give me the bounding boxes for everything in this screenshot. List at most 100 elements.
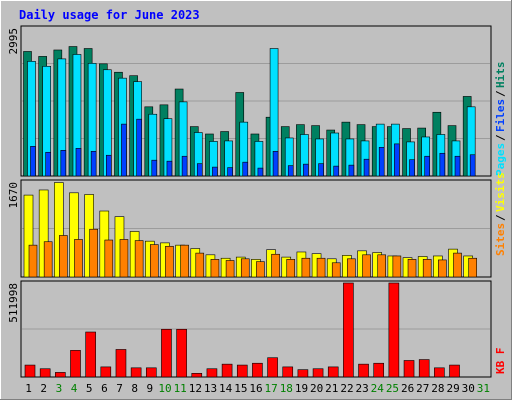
bar-sites-day-21	[331, 262, 341, 278]
bar-pages-day-16	[257, 167, 264, 177]
bar-pages-day-18	[287, 165, 294, 177]
bar-pages-day-20	[318, 163, 324, 177]
bar-kbytes-day-8	[130, 367, 142, 378]
x-tick-label-day-29: 29	[446, 382, 459, 395]
bar-sites-day-6	[104, 239, 114, 278]
legend-visits: Visits	[494, 172, 507, 212]
bar-sites-day-23	[362, 254, 371, 278]
bar-kbytes-day-20	[312, 368, 324, 378]
bar-visits-day-3	[54, 182, 64, 278]
bar-sites-day-1	[28, 244, 38, 278]
x-tick-label-day-15: 15	[234, 382, 247, 395]
bar-sites-day-9	[149, 244, 159, 278]
bar-pages-day-5	[90, 150, 97, 177]
bar-sites-day-14	[225, 260, 235, 278]
bar-visits-day-2	[38, 189, 49, 278]
x-tick-label-day-11: 11	[174, 382, 187, 395]
bar-kbytes-day-4	[70, 350, 81, 378]
bar-sites-day-4	[74, 239, 83, 278]
bar-kbytes-day-24	[373, 362, 385, 378]
bar-kbytes-day-2	[39, 368, 51, 378]
y-max-label-panel-1: 2995	[7, 28, 20, 55]
bar-sites-day-19	[301, 257, 311, 278]
bar-pages-day-11	[181, 155, 188, 177]
bar-pages-day-2	[45, 151, 51, 177]
x-tick-label-day-28: 28	[431, 382, 444, 395]
x-tick-label-day-13: 13	[204, 382, 217, 395]
bar-pages-day-7	[121, 123, 127, 177]
bar-pages-day-4	[75, 148, 82, 177]
bar-sites-day-10	[165, 245, 174, 278]
bar-sites-day-20	[316, 257, 326, 278]
bar-sites-day-3	[59, 235, 68, 278]
y-max-label-panel-2: 1670	[7, 182, 20, 209]
bar-pages-day-19	[303, 163, 309, 177]
bar-sites-day-5	[89, 228, 98, 278]
bar-kbytes-day-19	[297, 369, 309, 378]
bar-pages-day-17	[272, 150, 279, 177]
x-tick-label-day-2: 2	[40, 382, 47, 395]
bar-sites-day-18	[286, 259, 296, 278]
bar-visits-day-1	[23, 194, 34, 278]
bar-kbytes-day-16	[252, 362, 263, 378]
chart-title: Daily usage for June 2023	[19, 8, 200, 22]
bar-pages-day-29	[454, 155, 461, 177]
x-tick-label-day-23: 23	[356, 382, 369, 395]
bar-kbytes-day-5	[85, 331, 96, 378]
bar-pages-day-3	[60, 150, 67, 177]
bar-pages-day-26	[409, 159, 415, 177]
x-tick-label-day-17: 17	[265, 382, 278, 395]
legend-pages: Pages	[494, 143, 507, 176]
bar-sites-day-13	[210, 259, 220, 278]
bar-sites-day-29	[453, 252, 462, 278]
bar-sites-day-7	[119, 239, 129, 278]
bar-pages-day-12	[196, 163, 203, 177]
bar-sites-day-27	[422, 259, 432, 278]
bar-pages-day-8	[136, 118, 142, 177]
bar-kbytes-day-23	[358, 363, 369, 378]
bar-kbytes-day-15	[236, 364, 248, 378]
bar-kbytes-day-26	[403, 360, 415, 378]
bar-sites-day-24	[377, 254, 387, 278]
x-tick-label-day-22: 22	[340, 382, 353, 395]
bar-pages-day-24	[378, 147, 385, 177]
bar-sites-day-16	[256, 261, 265, 278]
x-tick-label-day-21: 21	[325, 382, 338, 395]
bar-sites-day-17	[271, 253, 280, 278]
bar-sites-day-25	[392, 255, 402, 278]
bar-pages-day-6	[106, 154, 112, 177]
bar-kbytes-day-7	[115, 349, 127, 378]
bar-pages-day-22	[348, 164, 355, 177]
legend-sites: Sites	[494, 223, 507, 256]
bar-kbytes-day-11	[176, 328, 187, 378]
bar-pages-day-30	[469, 154, 476, 177]
legend-separator: /	[494, 90, 507, 97]
bar-pages-day-1	[30, 146, 36, 177]
x-tick-label-day-31: 31	[477, 382, 490, 395]
x-tick-label-day-25: 25	[386, 382, 399, 395]
bar-pages-day-27	[424, 155, 430, 177]
bar-kbytes-day-3	[55, 372, 66, 378]
x-tick-label-day-19: 19	[295, 382, 308, 395]
bar-sites-day-22	[347, 258, 356, 278]
x-tick-label-day-5: 5	[86, 382, 93, 395]
bar-kbytes-day-18	[282, 366, 294, 378]
x-tick-label-day-20: 20	[310, 382, 323, 395]
x-tick-label-day-3: 3	[56, 382, 63, 395]
x-tick-label-day-30: 30	[462, 382, 475, 395]
bar-kbytes-day-9	[145, 367, 157, 378]
x-tick-label-day-26: 26	[401, 382, 414, 395]
x-tick-label-day-4: 4	[71, 382, 78, 395]
bar-kbytes-day-22	[343, 282, 354, 378]
bar-pages-day-15	[242, 161, 249, 177]
bar-pages-day-14	[227, 167, 233, 177]
bar-sites-day-28	[438, 259, 447, 278]
legend-separator: /	[494, 214, 507, 221]
x-tick-label-day-27: 27	[416, 382, 429, 395]
y-max-label-panel-3: 511998	[7, 283, 20, 323]
bar-pages-day-13	[212, 166, 218, 177]
bar-pages-day-21	[333, 165, 340, 177]
bar-pages-day-10	[166, 160, 173, 177]
